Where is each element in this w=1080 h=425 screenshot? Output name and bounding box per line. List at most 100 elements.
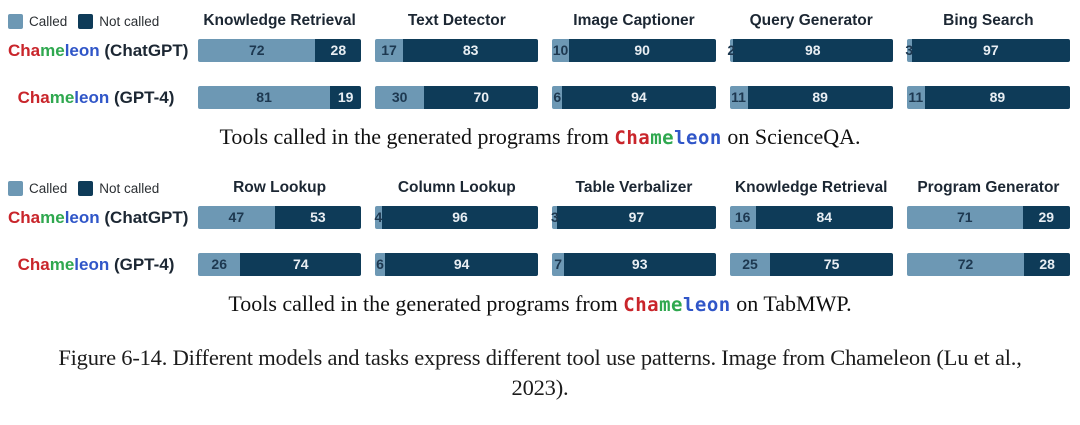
called-segment: 4 [375, 206, 382, 229]
brand-part: me [650, 127, 675, 149]
model-suffix: (ChatGPT) [99, 207, 189, 227]
stacked-bar: 6 94 [552, 86, 716, 109]
brand-part: me [40, 40, 65, 60]
called-swatch-icon [8, 13, 23, 29]
column-header: Column Lookup [397, 179, 516, 196]
called-segment: 3 [905, 39, 913, 62]
brand-part: leon [64, 207, 100, 227]
figure-caption: Figure 6-14. Different models and tasks … [58, 345, 1022, 401]
not-called-segment: 98 [732, 39, 893, 62]
segment-value: 75 [823, 256, 840, 272]
brand-part: leon [674, 127, 722, 149]
not-called-segment: 94 [384, 253, 539, 276]
segment-value: 84 [816, 209, 833, 225]
not-called-segment: 90 [568, 39, 716, 62]
called-segment: 17 [375, 39, 403, 62]
segment-value: 26 [211, 256, 227, 272]
stacked-bar: 6 94 [375, 253, 539, 276]
segment-value: 10 [552, 42, 569, 58]
stacked-bar: 7 93 [552, 253, 716, 276]
row-label-chatgpt: Chameleon (ChatGPT) [8, 40, 188, 61]
brand-part: me [49, 87, 75, 107]
segment-value: 89 [812, 89, 828, 105]
not-called-segment: 96 [381, 206, 539, 229]
segment-value: 74 [293, 256, 309, 272]
chart-caption-scienceqa: Tools called in the generated programs f… [0, 124, 1080, 150]
segment-value: 11 [731, 89, 746, 105]
model-suffix: (GPT-4) [109, 254, 175, 274]
segment-value: 83 [462, 42, 479, 58]
not-called-segment: 19 [330, 86, 362, 109]
brand-part: Cha [614, 127, 651, 149]
caption-suffix: on ScienceQA. [721, 124, 861, 149]
segment-value: 19 [337, 89, 354, 105]
not-called-swatch-icon [78, 13, 94, 29]
not-called-segment: 89 [924, 86, 1070, 109]
segment-value: 98 [805, 42, 821, 58]
segment-value: 28 [330, 42, 347, 58]
model-suffix: (GPT-4) [109, 87, 175, 107]
legend-not-called-label: Not called [99, 13, 160, 29]
segment-value: 70 [473, 89, 490, 105]
not-called-segment: 84 [755, 206, 893, 229]
segment-value: 94 [631, 89, 647, 105]
segment-value: 94 [453, 256, 470, 272]
called-segment: 30 [375, 86, 425, 109]
brand-part: Cha [17, 87, 50, 107]
called-swatch-icon [8, 180, 23, 196]
stacked-bar: 11 89 [729, 86, 893, 109]
segment-value: 29 [1038, 209, 1055, 225]
stacked-bar: 3 97 [905, 39, 1070, 62]
segment-value: 53 [310, 209, 326, 225]
column-header: Text Detector [407, 12, 506, 29]
segment-value: 97 [983, 42, 999, 58]
stacked-bar: 2 98 [727, 39, 893, 62]
column-header: Knowledge Retrieval [203, 12, 356, 29]
segment-value: 25 [742, 256, 758, 272]
segment-value: 28 [1039, 256, 1055, 272]
column-header: Table Verbalizer [575, 179, 693, 196]
segment-value: 89 [989, 89, 1006, 105]
not-called-segment: 89 [747, 86, 893, 109]
segment-value: 90 [634, 42, 650, 58]
stacked-bar: 30 70 [375, 86, 539, 109]
stacked-bar: 4 96 [375, 206, 539, 229]
segment-value: 16 [734, 209, 751, 225]
called-segment: 71 [906, 206, 1023, 229]
segment-value: 3 [550, 209, 559, 225]
not-called-segment: 28 [315, 39, 362, 62]
scienceqa-chart: Called Not called Knowledge Retrieval Te… [0, 12, 1080, 109]
column-header: Program Generator [917, 179, 1060, 196]
called-segment: 2 [727, 39, 735, 62]
brand-part: leon [74, 254, 110, 274]
brand-part: leon [64, 40, 100, 60]
stacked-bar: 11 89 [906, 86, 1070, 109]
caption-suffix: on TabMWP. [730, 291, 852, 316]
segment-value: 72 [248, 42, 265, 58]
tabmwp-chart: Called Not called Row Lookup Column Look… [0, 179, 1080, 276]
segment-value: 93 [631, 256, 648, 272]
stacked-bar: 47 53 [198, 206, 362, 229]
called-segment: 11 [906, 86, 925, 109]
legend-not-called-label: Not called [99, 180, 160, 196]
caption-prefix: Tools called in the generated programs f… [228, 291, 624, 316]
caption-prefix: Tools called in the generated programs f… [219, 124, 615, 149]
row-label-chatgpt: Chameleon (ChatGPT) [8, 207, 188, 228]
not-called-segment: 94 [562, 86, 716, 109]
stacked-bar: 72 28 [906, 253, 1070, 276]
segment-value: 71 [956, 209, 973, 225]
row-label-gpt4: Chameleon (GPT-4) [8, 255, 184, 275]
segment-value: 6 [553, 89, 562, 105]
segment-value: 96 [452, 209, 468, 225]
stacked-bar: 72 28 [198, 39, 362, 62]
segment-value: 6 [376, 256, 384, 272]
column-header: Row Lookup [233, 179, 327, 196]
brand-part: me [40, 207, 65, 227]
called-segment: 72 [906, 253, 1025, 276]
called-segment: 7 [552, 253, 564, 276]
model-suffix: (ChatGPT) [99, 40, 189, 60]
not-called-segment: 75 [770, 253, 893, 276]
called-segment: 47 [198, 206, 275, 229]
brand-part: leon [682, 294, 731, 316]
